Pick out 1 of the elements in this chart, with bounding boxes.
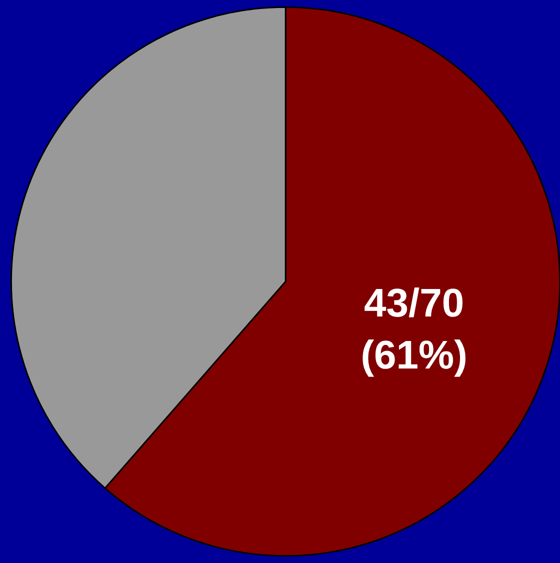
data-label: 43/70 (61%) xyxy=(360,282,468,378)
